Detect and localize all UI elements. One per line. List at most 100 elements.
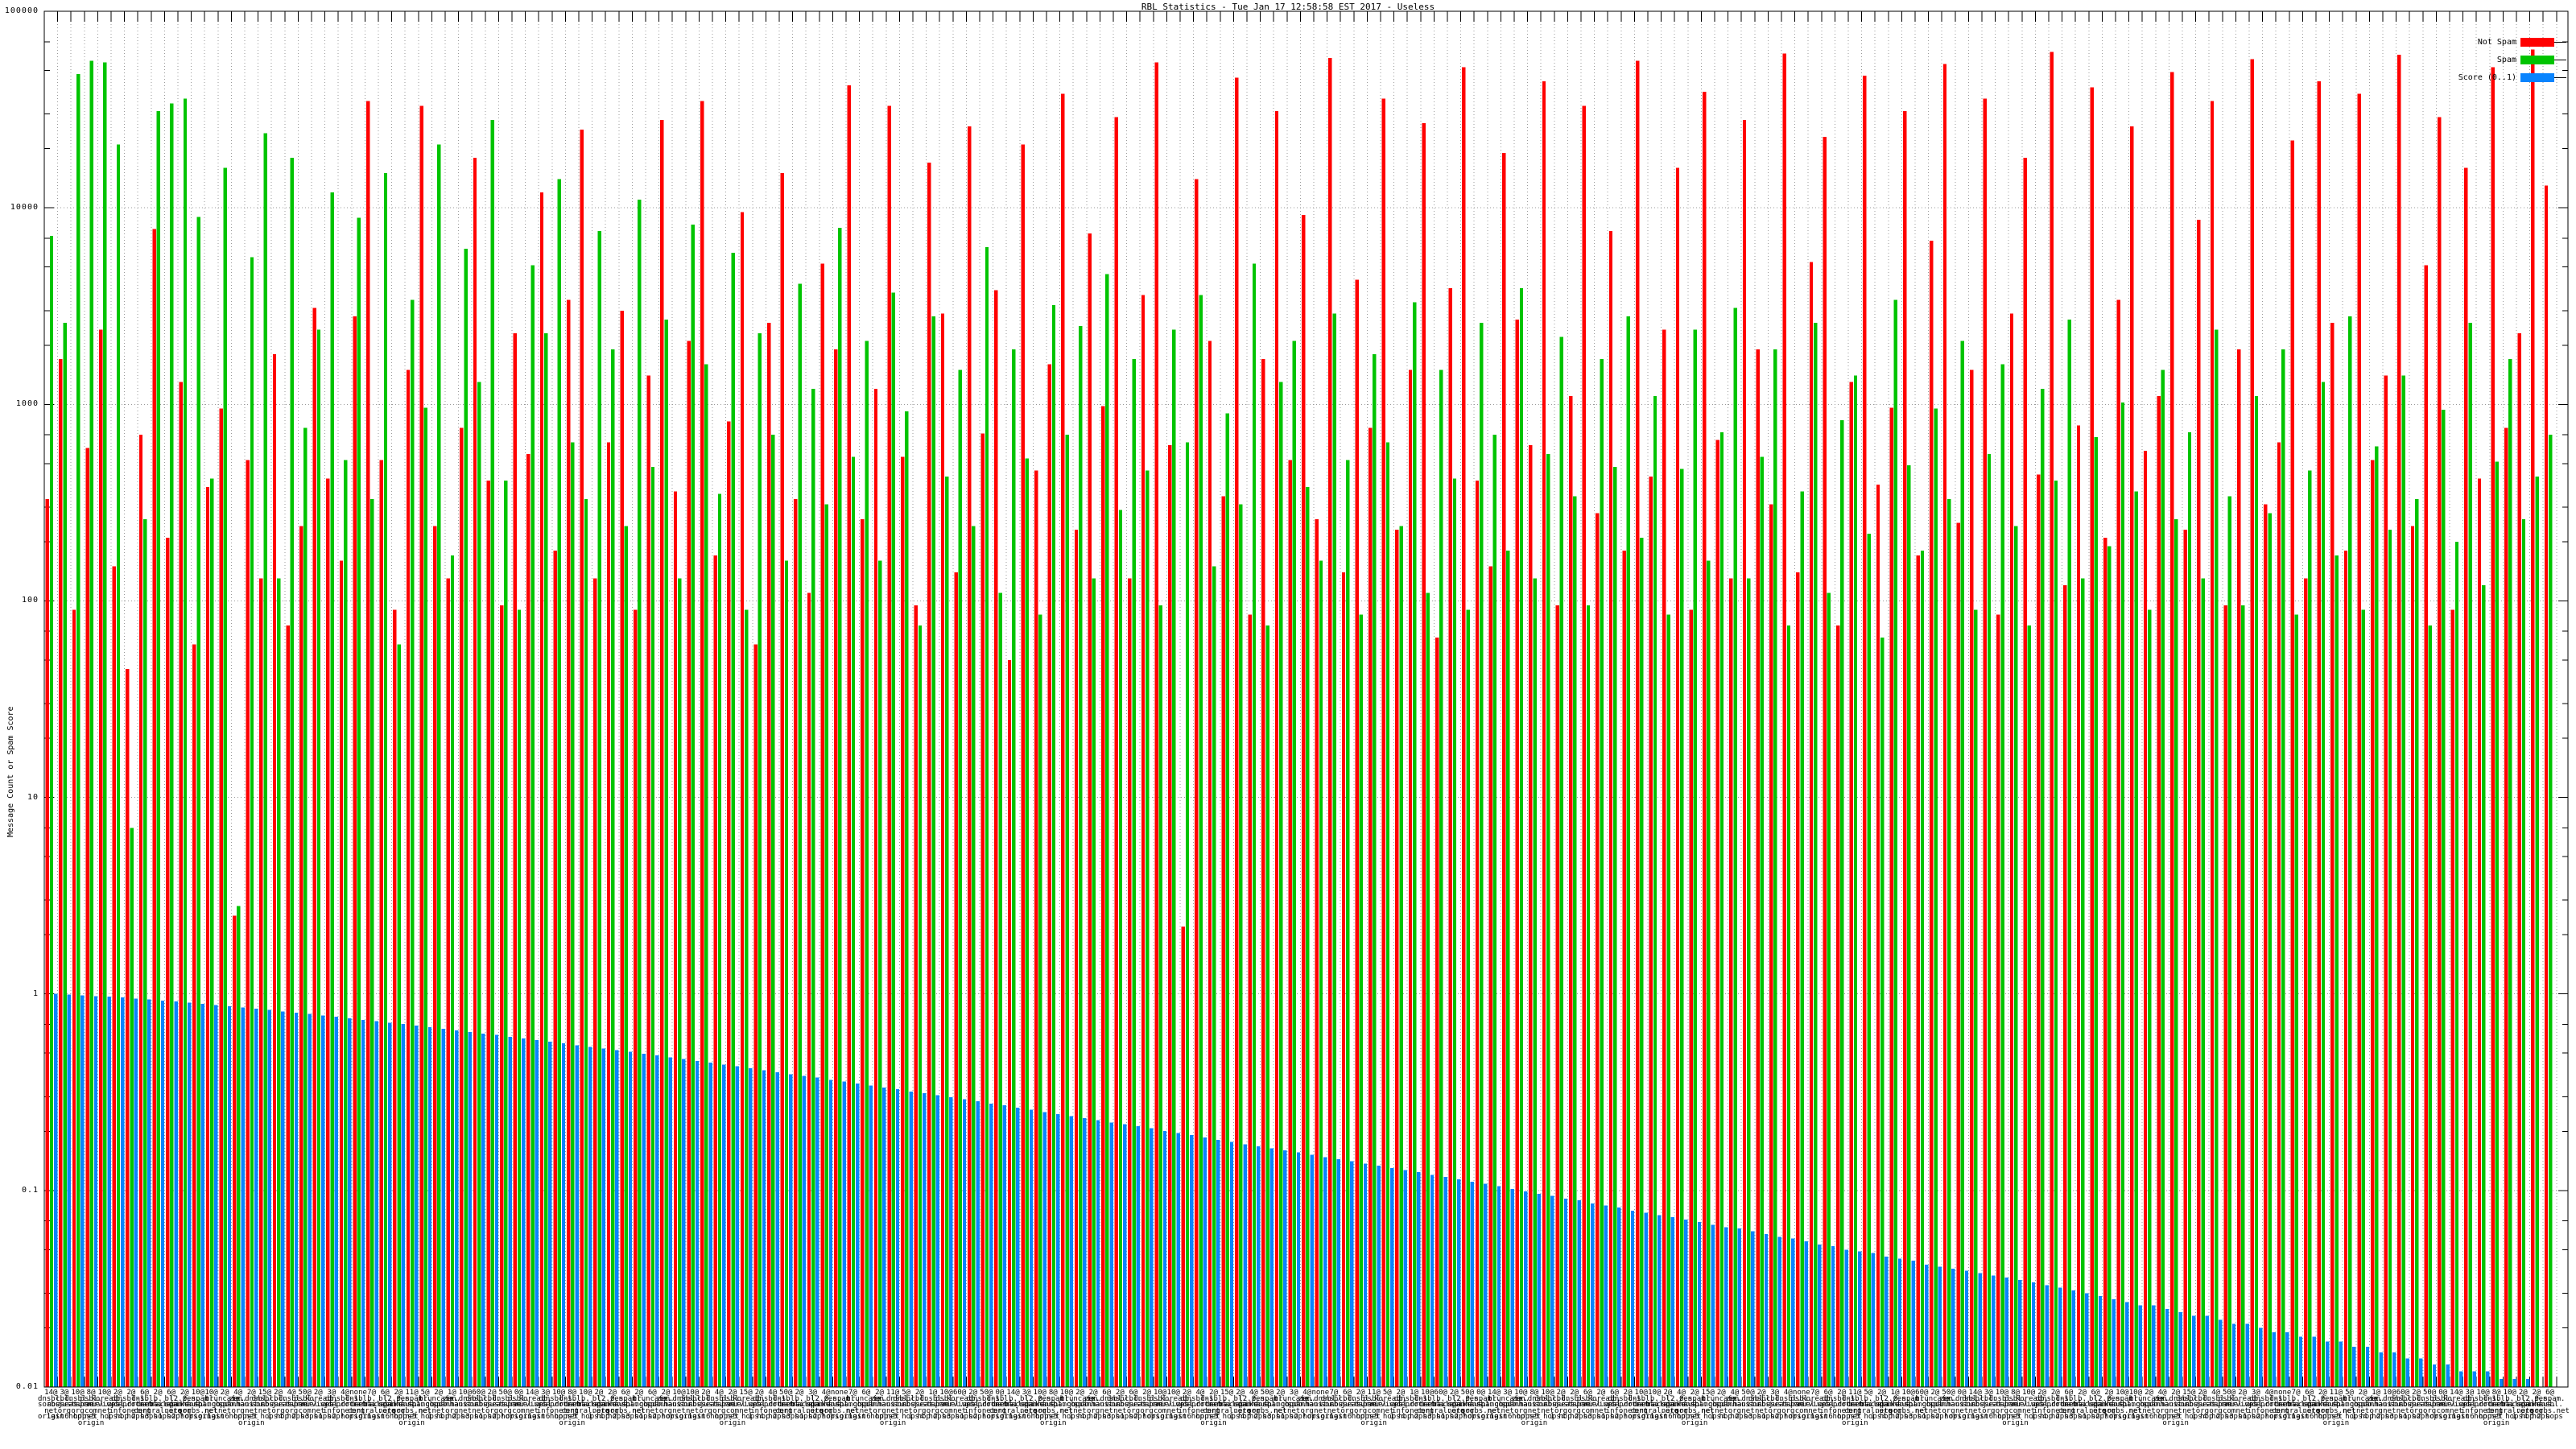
x-axis-label: 2@ dnsbl. dronebl. org net origin — [1195, 1389, 1232, 1427]
x-axis-label: 4@ dnsbl. justspam. org 2 hops — [1768, 1389, 1808, 1421]
bar-spam — [1947, 498, 1951, 1387]
bar-not-spam — [1675, 167, 1680, 1387]
bar-score-0-1- — [415, 1026, 419, 1387]
y-tick-label: 0.1 — [21, 1185, 39, 1195]
x-axis-label: 2@ bl. mailspike. net 1 hop — [1218, 1389, 1262, 1421]
bar-not-spam — [112, 566, 116, 1387]
bar-not-spam — [861, 519, 865, 1387]
x-axis-label: 50@ dnsbl-1. uceprotect .net 2 hops — [964, 1389, 1009, 1421]
bar-spam — [1306, 486, 1310, 1387]
bar-not-spam — [1956, 522, 1960, 1387]
bar-spam — [1466, 609, 1470, 1387]
x-axis-label: 10@ dnsbl-1. uceprotect .net 6 hops — [537, 1389, 581, 1421]
x-axis-label: 3@ db. wpbl. info last hop — [2452, 1389, 2487, 1421]
bar-spam — [557, 179, 561, 1387]
bar-spam — [2442, 409, 2446, 1387]
bar-not-spam — [379, 460, 383, 1387]
bar-not-spam — [2531, 49, 2535, 1387]
bar-score-0-1- — [1724, 1227, 1728, 1387]
bar-score-0-1- — [2138, 1305, 2142, 1387]
bar-score-0-1- — [1257, 1146, 1261, 1387]
bar-spam — [303, 427, 308, 1387]
bar-not-spam — [1796, 572, 1800, 1387]
bar-score-0-1- — [1269, 1148, 1274, 1387]
bar-score-0-1- — [174, 1001, 178, 1387]
x-axis-label: 2@ dnsbl. sorbs. net 3 hops — [1107, 1389, 1133, 1421]
bar-spam — [2054, 480, 2058, 1387]
x-axis-label: 2@ bl. spamcop. net 3 hops — [621, 1389, 657, 1421]
bar-score-0-1- — [254, 1009, 258, 1387]
bar-spam — [878, 560, 882, 1387]
x-axis-label: none 0.spam. dnsbl. sorbs.net origin — [819, 1389, 860, 1421]
x-axis-label: 14@ korea. services. net origin — [512, 1389, 552, 1421]
bar-spam — [1800, 491, 1804, 1387]
bar-score-0-1- — [1897, 1258, 1902, 1387]
bar-not-spam — [1823, 136, 1827, 1387]
bar-score-0-1- — [762, 1070, 766, 1387]
bar-not-spam — [660, 120, 664, 1387]
bar-spam — [597, 231, 601, 1388]
legend-label-spam: Spam — [2496, 56, 2516, 64]
x-axis-label: 7@ b. barracuda central.org origin — [347, 1389, 396, 1421]
x-axis-label: 2@ b. barracuda central.org 3 hops — [775, 1389, 824, 1421]
x-axis-label: 10@ korea. services. net 5 hops — [2008, 1389, 2049, 1421]
bar-spam — [2120, 402, 2125, 1388]
bar-score-0-1- — [2486, 1371, 2490, 1387]
bar-spam — [2201, 578, 2205, 1387]
bar-score-0-1- — [1657, 1215, 1662, 1387]
bar-score-0-1- — [1109, 1122, 1113, 1387]
bar-spam — [2067, 320, 2071, 1387]
bar-score-0-1- — [1992, 1275, 1996, 1387]
bar-score-0-1- — [2432, 1364, 2437, 1387]
bar-not-spam — [166, 537, 170, 1387]
bar-spam — [945, 476, 949, 1387]
bar-not-spam — [2090, 87, 2094, 1387]
bar-score-0-1- — [548, 1041, 552, 1387]
bar-spam — [1038, 614, 1042, 1387]
bar-not-spam — [2037, 474, 2041, 1387]
bar-score-0-1- — [708, 1063, 712, 1387]
x-axis-label: 4@ dnsbl-1. uceprotect .net 2 hops — [2247, 1389, 2291, 1421]
bar-spam — [784, 560, 789, 1387]
bar-not-spam — [1729, 578, 1733, 1387]
bar-not-spam — [1863, 76, 1867, 1388]
bar-score-0-1- — [1630, 1210, 1635, 1387]
bar-spam — [972, 526, 976, 1387]
x-axis-label: 50@ psbl. surriel. com 2 hops — [287, 1389, 323, 1421]
x-axis-label: 0@ psbl. surriel. com origin — [2425, 1389, 2461, 1421]
bar-not-spam — [85, 448, 89, 1387]
bar-spam — [2482, 585, 2486, 1387]
x-axis-label: 7@ dnsbl. sorbs. net origin — [1320, 1389, 1348, 1421]
bar-not-spam — [1582, 105, 1586, 1388]
x-axis-label: 14@ b. barracuda central.org origin — [989, 1389, 1038, 1421]
bar-not-spam — [1047, 364, 1051, 1387]
bar-score-0-1- — [2112, 1298, 2116, 1387]
x-axis-label: 2@ dnsbl. justspam. org 4 hops — [1554, 1389, 1595, 1421]
bar-not-spam — [45, 498, 49, 1387]
bar-spam — [931, 316, 935, 1388]
x-axis-label: 2@ l2.zen. spamhaus. org 4 hops — [2516, 1389, 2557, 1421]
bar-score-0-1- — [241, 1007, 245, 1387]
bar-not-spam — [1195, 179, 1199, 1387]
bar-not-spam — [634, 609, 638, 1387]
bar-spam — [1613, 467, 1617, 1387]
bar-spam — [1185, 442, 1190, 1387]
bar-spam — [1853, 375, 1858, 1388]
bar-not-spam — [2371, 460, 2375, 1387]
x-axis-label: none ix.dnsbl. manitu. net origin — [1300, 1389, 1340, 1421]
x-axis-label: 1@ dnsbl. justspam. org 4 hops — [913, 1389, 953, 1421]
bar-not-spam — [2170, 72, 2174, 1388]
bar-not-spam — [526, 453, 530, 1387]
bar-spam — [1452, 478, 1457, 1387]
bar-score-0-1- — [1083, 1118, 1087, 1387]
x-axis-label: 6@ psbl. surriel. com 2 hops — [1570, 1389, 1605, 1421]
x-axis-label: 6@ bl. mailspike. net 1 hop! — [2074, 1389, 2118, 1421]
bar-spam — [2375, 446, 2379, 1388]
bar-not-spam — [1328, 57, 1332, 1387]
bar-score-0-1- — [575, 1045, 579, 1387]
x-axis-label: 60@ b. barracuda central.org 3 hops — [1416, 1389, 1465, 1421]
bar-not-spam — [1996, 614, 2000, 1387]
x-axis-label: 2@ cbl. abuseat. org last hop — [688, 1389, 724, 1421]
bar-not-spam — [1608, 231, 1613, 1388]
bar-spam — [2241, 605, 2245, 1387]
